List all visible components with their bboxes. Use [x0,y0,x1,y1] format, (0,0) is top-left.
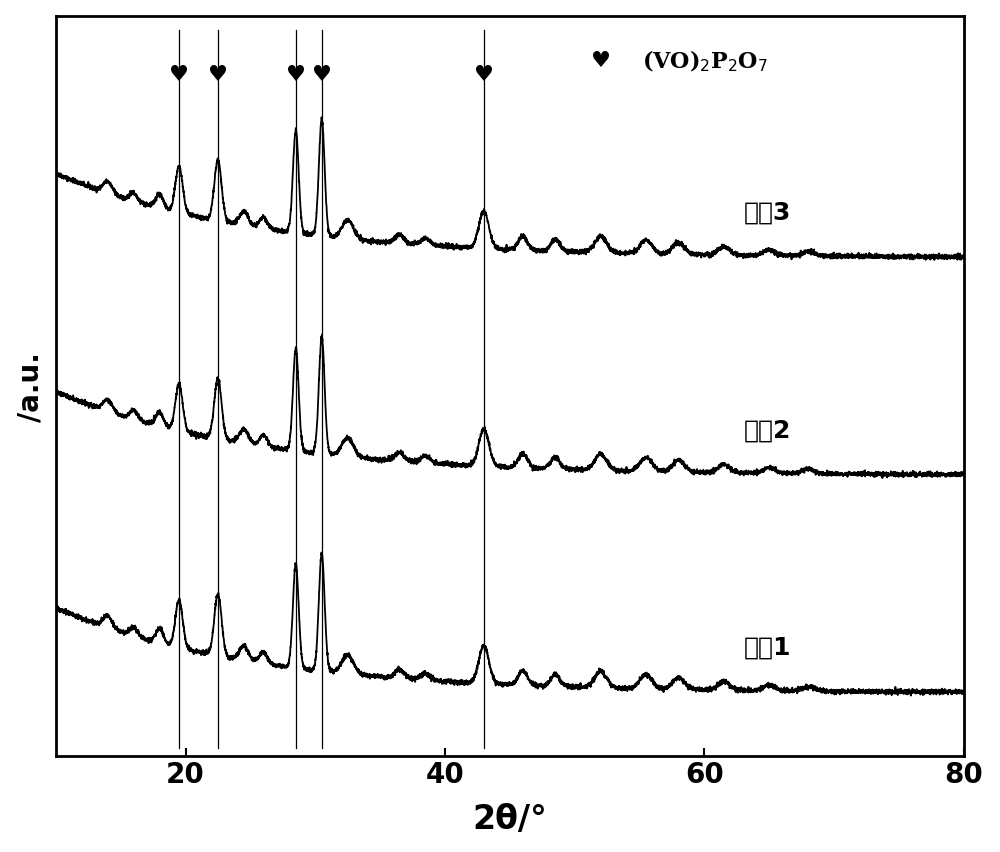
X-axis label: 2θ/°: 2θ/° [472,803,547,835]
Text: ♥: ♥ [312,65,332,84]
Text: ♥: ♥ [474,65,494,84]
Text: ♥: ♥ [591,51,611,71]
Text: ♥: ♥ [286,65,306,84]
Text: 实卙3: 实卙3 [743,200,791,225]
Text: ♥: ♥ [169,65,189,84]
Text: ♥: ♥ [208,65,228,84]
Text: 实卙2: 实卙2 [743,418,791,442]
Text: (VO)$_2$P$_2$O$_7$: (VO)$_2$P$_2$O$_7$ [642,49,768,73]
Y-axis label: /a.u.: /a.u. [17,351,45,421]
Text: 实卙1: 实卙1 [743,636,791,659]
